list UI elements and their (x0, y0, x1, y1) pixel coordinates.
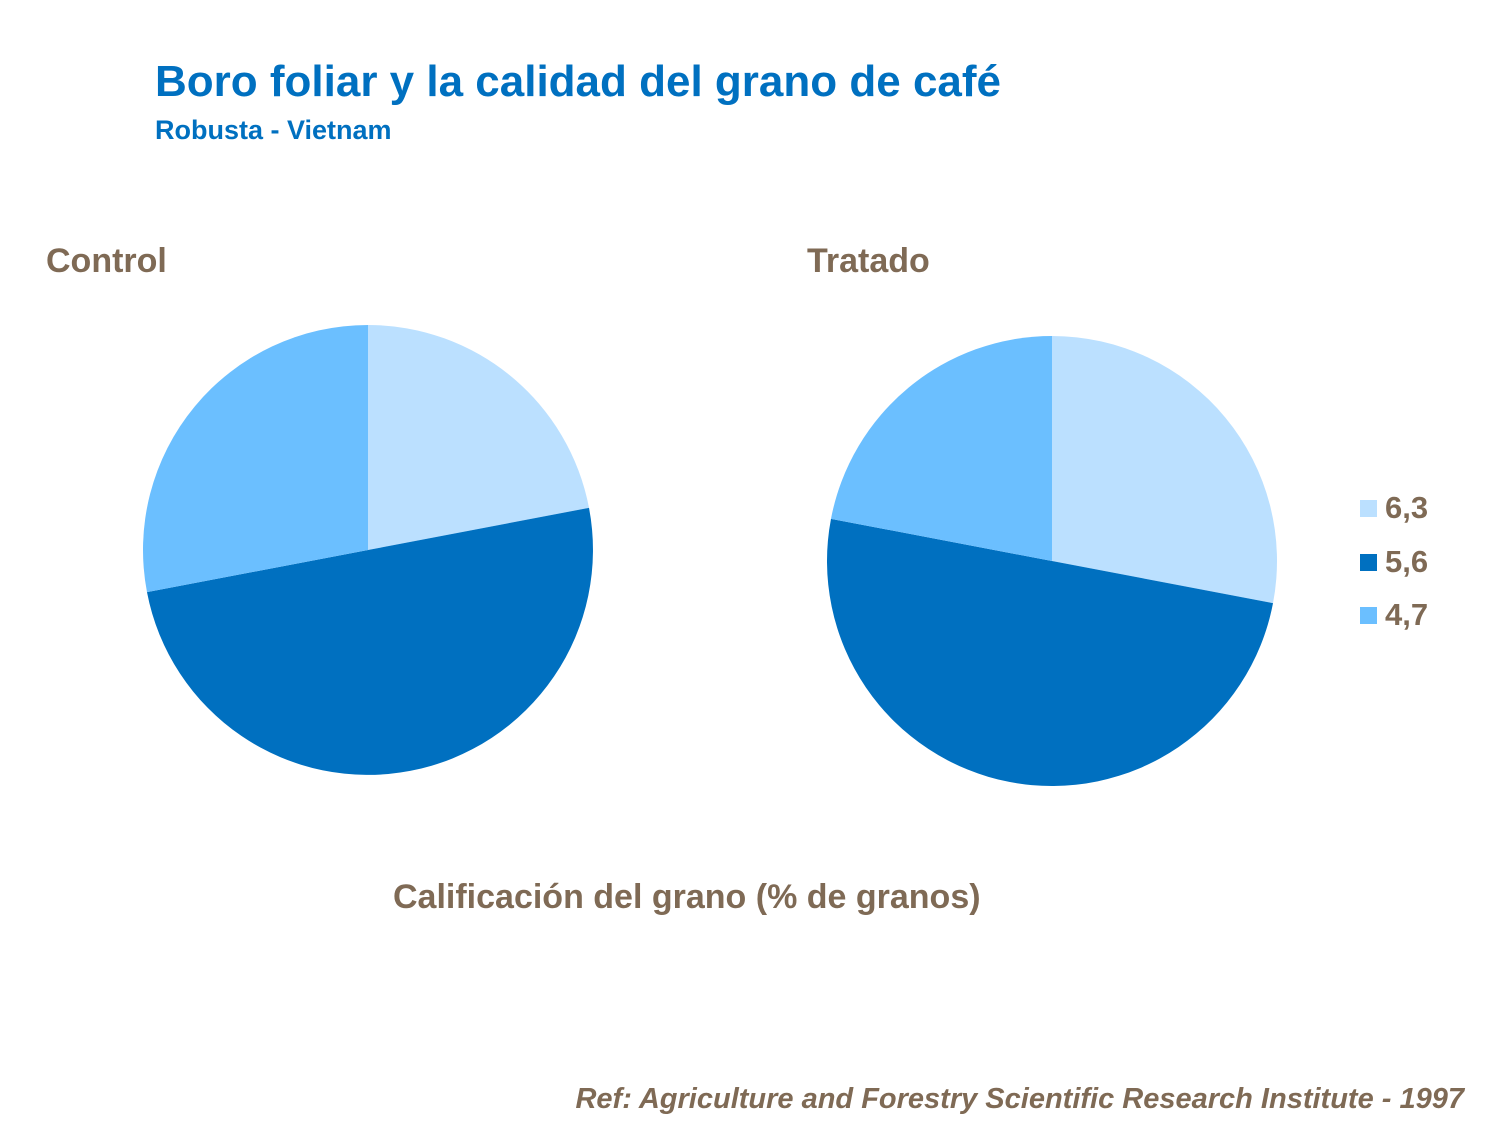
legend-swatch (1360, 553, 1377, 571)
chart-subtitle: Robusta - Vietnam (155, 115, 392, 145)
pie-title-tratado: Tratado (807, 242, 930, 280)
pie-slice-tratado-0 (1052, 336, 1277, 604)
chart-title: Boro foliar y la calidad del grano de ca… (155, 57, 1002, 106)
pie-slice-control-0 (368, 325, 590, 550)
legend-item: 4,7 (1360, 597, 1428, 633)
x-axis-label: Calificación del grano (% de granos) (393, 878, 981, 916)
legend-swatch (1360, 499, 1377, 517)
legend-item: 6,3 (1360, 490, 1428, 526)
legend-swatch (1360, 606, 1377, 624)
pie-slice-tratado-1 (826, 518, 1274, 786)
pie-slice-control-1 (146, 507, 593, 775)
pie-slice-tratado-2 (830, 336, 1052, 561)
legend-item: 5,6 (1360, 544, 1428, 580)
pie-slice-control-2 (142, 325, 368, 593)
reference-note: Ref: Agriculture and Forestry Scientific… (575, 1083, 1464, 1115)
legend-label: 6,3 (1385, 490, 1429, 525)
legend-label: 5,6 (1385, 544, 1429, 579)
legend-label: 4,7 (1385, 597, 1429, 632)
pie-title-control: Control (46, 242, 167, 280)
